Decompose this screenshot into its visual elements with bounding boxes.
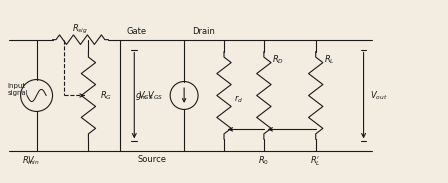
Text: $R_G$: $R_G$	[99, 89, 112, 102]
Text: $R_{in}$: $R_{in}$	[22, 154, 35, 167]
Text: $R_{sig}$: $R_{sig}$	[73, 23, 88, 36]
Text: $V_{out}$: $V_{out}$	[370, 89, 387, 102]
Text: $R_L$: $R_L$	[324, 54, 334, 66]
Text: $r_d$: $r_d$	[234, 94, 243, 105]
Text: $V_{GS}$: $V_{GS}$	[138, 89, 154, 102]
Text: $R_L'$: $R_L'$	[310, 154, 321, 168]
Text: Input
signal: Input signal	[8, 83, 28, 96]
Text: $R_0$: $R_0$	[258, 154, 269, 167]
Text: Source: Source	[138, 154, 167, 163]
Text: $R_D$: $R_D$	[272, 54, 284, 66]
Text: $g_m\,V_{GS}$: $g_m\,V_{GS}$	[135, 89, 164, 102]
Text: Gate: Gate	[126, 27, 146, 36]
Text: $V_{in}$: $V_{in}$	[27, 154, 40, 167]
Text: Drain: Drain	[192, 27, 215, 36]
